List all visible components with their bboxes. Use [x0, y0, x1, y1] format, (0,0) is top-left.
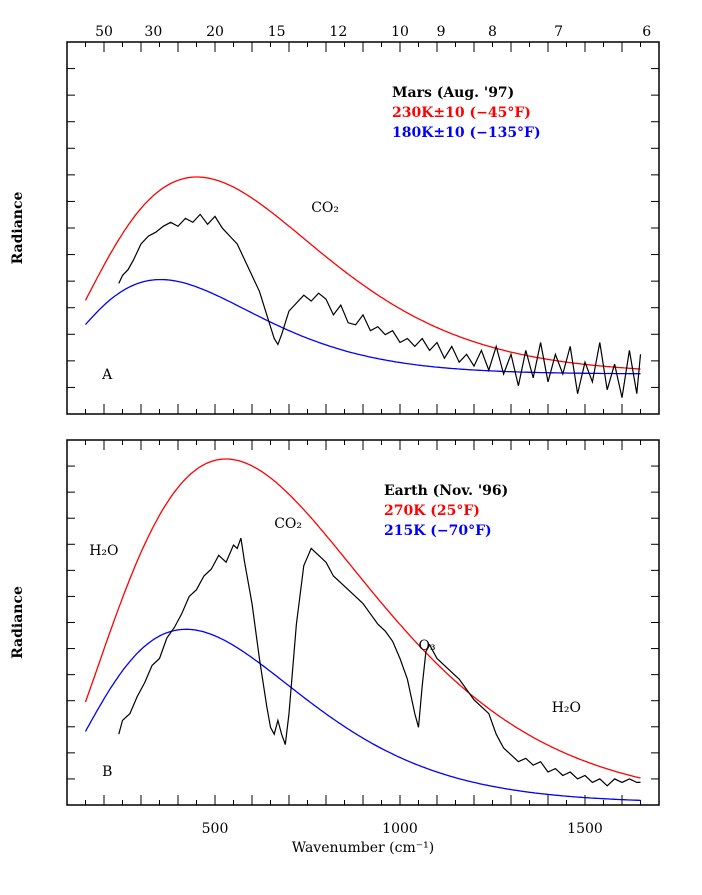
panel-A-label: A — [101, 367, 113, 383]
panel-B-annotation: O₃ — [419, 638, 436, 654]
panel-B-label: B — [102, 764, 112, 780]
panel-A-y-axis-label: Radiance — [10, 192, 26, 265]
panel-B-legend-title: Earth (Nov. '96) — [384, 483, 508, 499]
top-wavelength-tick-label: 6 — [642, 24, 651, 40]
x-tick-label: 1500 — [567, 821, 603, 837]
panel-A-annotation: CO₂ — [311, 200, 339, 216]
panel-A-frame — [67, 42, 659, 414]
panel-A-red-curve — [86, 177, 641, 369]
top-wavelength-tick-label: 10 — [391, 24, 409, 40]
panel-B-annotation: H₂O — [89, 543, 118, 559]
top-wavelength-tick-label: 8 — [488, 24, 497, 40]
panel-B-legend-red: 270K (25°F) — [384, 503, 480, 519]
top-wavelength-tick-label: 30 — [144, 24, 162, 40]
x-axis-label: Wavenumber (cm⁻¹) — [292, 840, 434, 856]
panel-A-observed-spectrum — [119, 214, 641, 397]
top-wavelength-tick-label: 9 — [437, 24, 446, 40]
panel-B-y-axis-label: Radiance — [10, 586, 26, 659]
top-wavelength-tick-label: 50 — [95, 24, 113, 40]
x-tick-label: 500 — [202, 821, 229, 837]
panel-B-red-curve — [86, 459, 641, 778]
panel-B-annotation: CO₂ — [274, 516, 302, 532]
top-wavelength-tick-label: 12 — [329, 24, 347, 40]
top-wavelength-tick-label: 20 — [206, 24, 224, 40]
panel-B-legend-blue: 215K (−70°F) — [384, 523, 492, 539]
top-wavelength-tick-label: 15 — [268, 24, 286, 40]
panel-B-annotation: H₂O — [552, 700, 581, 716]
x-tick-label: 1000 — [382, 821, 418, 837]
panel-A-legend-red: 230K±10 (−45°F) — [392, 105, 531, 121]
top-wavelength-tick-label: 7 — [554, 24, 563, 40]
panel-A-legend-title: Mars (Aug. '97) — [392, 85, 514, 101]
panel-A-legend-blue: 180K±10 (−135°F) — [392, 125, 541, 141]
panel-B-observed-spectrum — [119, 538, 641, 786]
panel-B-frame — [67, 440, 659, 805]
